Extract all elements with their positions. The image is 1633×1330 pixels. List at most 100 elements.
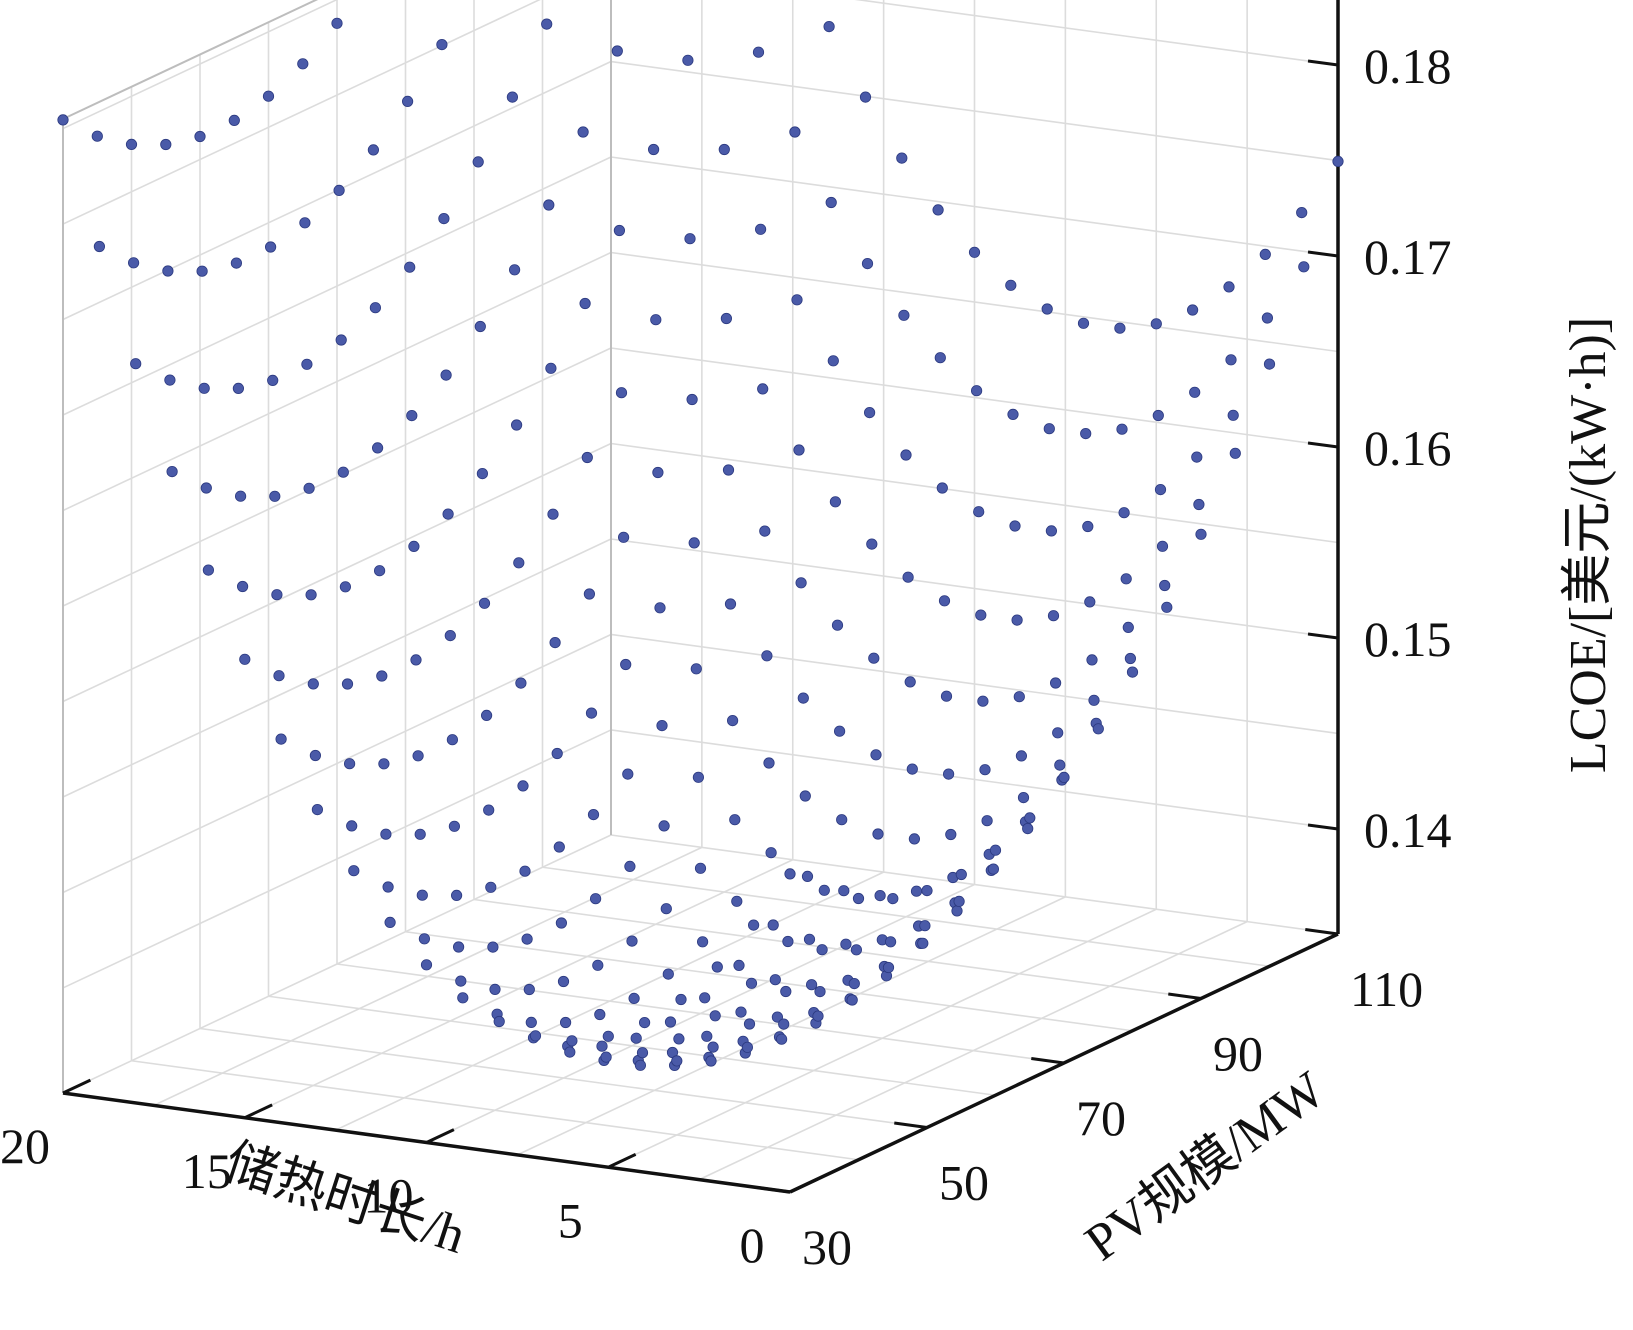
data-point: [731, 895, 743, 907]
wall-gridline: [610, 729, 1339, 830]
z-axis-title: LCOE/[美元/(kW·h)]: [1560, 317, 1617, 773]
data-point: [1152, 409, 1164, 422]
data-point: [1259, 248, 1271, 260]
data-point: [541, 18, 553, 30]
points-layer: [57, 17, 1344, 1072]
data-point: [833, 725, 846, 737]
y-tick: [1305, 928, 1339, 936]
floor-gridline: [268, 995, 996, 1097]
data-point: [987, 863, 1000, 875]
data-point: [343, 758, 356, 770]
data-point: [476, 467, 488, 480]
data-point: [581, 451, 593, 464]
data-point: [1122, 621, 1134, 634]
data-point: [589, 893, 602, 905]
data-point: [793, 444, 805, 456]
data-point: [1116, 423, 1128, 435]
data-point: [551, 747, 563, 760]
data-point: [887, 892, 899, 905]
data-point: [237, 580, 249, 593]
data-point: [754, 223, 767, 235]
data-point: [1118, 507, 1130, 519]
data-point: [791, 294, 803, 306]
floor-gridline: [405, 930, 1133, 1032]
data-point: [660, 903, 672, 915]
data-point: [1015, 750, 1028, 762]
z-tick: [1307, 250, 1339, 258]
data-point: [838, 885, 850, 897]
z-tick-label: 0.16: [1364, 420, 1452, 476]
wall-gridline: [610, 251, 1339, 353]
data-point: [729, 814, 741, 826]
data-point: [745, 977, 758, 989]
data-point: [863, 406, 876, 419]
data-point: [615, 387, 628, 399]
data-point: [406, 409, 418, 422]
data-point: [743, 1018, 756, 1030]
data-point: [275, 733, 287, 745]
data-point: [861, 257, 874, 270]
data-point: [333, 184, 345, 196]
floor-gridline: [542, 866, 1270, 968]
data-point: [910, 885, 923, 897]
data-point: [335, 334, 347, 346]
data-point: [517, 780, 529, 792]
data-point: [720, 312, 733, 325]
data-point: [384, 916, 396, 929]
data-point: [634, 1059, 647, 1071]
data-point: [410, 654, 422, 666]
data-point: [769, 974, 781, 986]
data-point: [896, 152, 908, 164]
data-point: [852, 892, 865, 905]
data-point: [761, 650, 773, 662]
data-point: [652, 466, 664, 479]
data-point: [694, 862, 707, 874]
data-point: [955, 868, 967, 881]
data-point: [696, 936, 709, 948]
data-point: [549, 636, 561, 649]
data-point: [780, 985, 792, 998]
data-point: [759, 525, 771, 537]
data-point: [658, 820, 670, 832]
data-point: [371, 442, 384, 454]
data-point: [831, 619, 844, 631]
data-point: [547, 508, 559, 520]
data-point: [404, 261, 416, 273]
data-point: [341, 678, 354, 690]
y-tick: [894, 1121, 928, 1129]
data-point: [973, 506, 985, 518]
data-point: [1187, 304, 1199, 316]
data-point: [656, 719, 668, 732]
data-point: [951, 905, 963, 917]
data-point: [707, 1041, 719, 1053]
data-point: [884, 936, 897, 948]
data-point: [795, 577, 807, 589]
wall-gridline: [610, 633, 1339, 735]
data-point: [662, 968, 674, 980]
data-point: [688, 537, 700, 549]
data-point: [799, 790, 811, 802]
data-point: [1193, 498, 1205, 511]
data-point: [311, 803, 323, 816]
data-point: [675, 993, 687, 1006]
data-point: [418, 933, 430, 945]
data-point: [585, 707, 598, 719]
data-point: [850, 944, 863, 956]
data-point: [515, 677, 527, 689]
data-point: [979, 764, 991, 776]
data-point: [436, 38, 448, 51]
data-point: [975, 609, 987, 621]
data-point: [900, 449, 912, 461]
data-point: [93, 240, 106, 253]
wall-gridline: [610, 156, 1339, 257]
data-point: [130, 358, 142, 370]
data-point: [478, 597, 491, 609]
x-tick-label: 10: [364, 1168, 414, 1224]
y-tick-label: 110: [1350, 961, 1423, 1017]
data-point: [162, 265, 174, 277]
data-point: [592, 959, 604, 971]
data-point: [125, 138, 138, 150]
data-point: [1005, 279, 1017, 291]
data-point: [521, 933, 533, 945]
data-point: [412, 750, 424, 762]
